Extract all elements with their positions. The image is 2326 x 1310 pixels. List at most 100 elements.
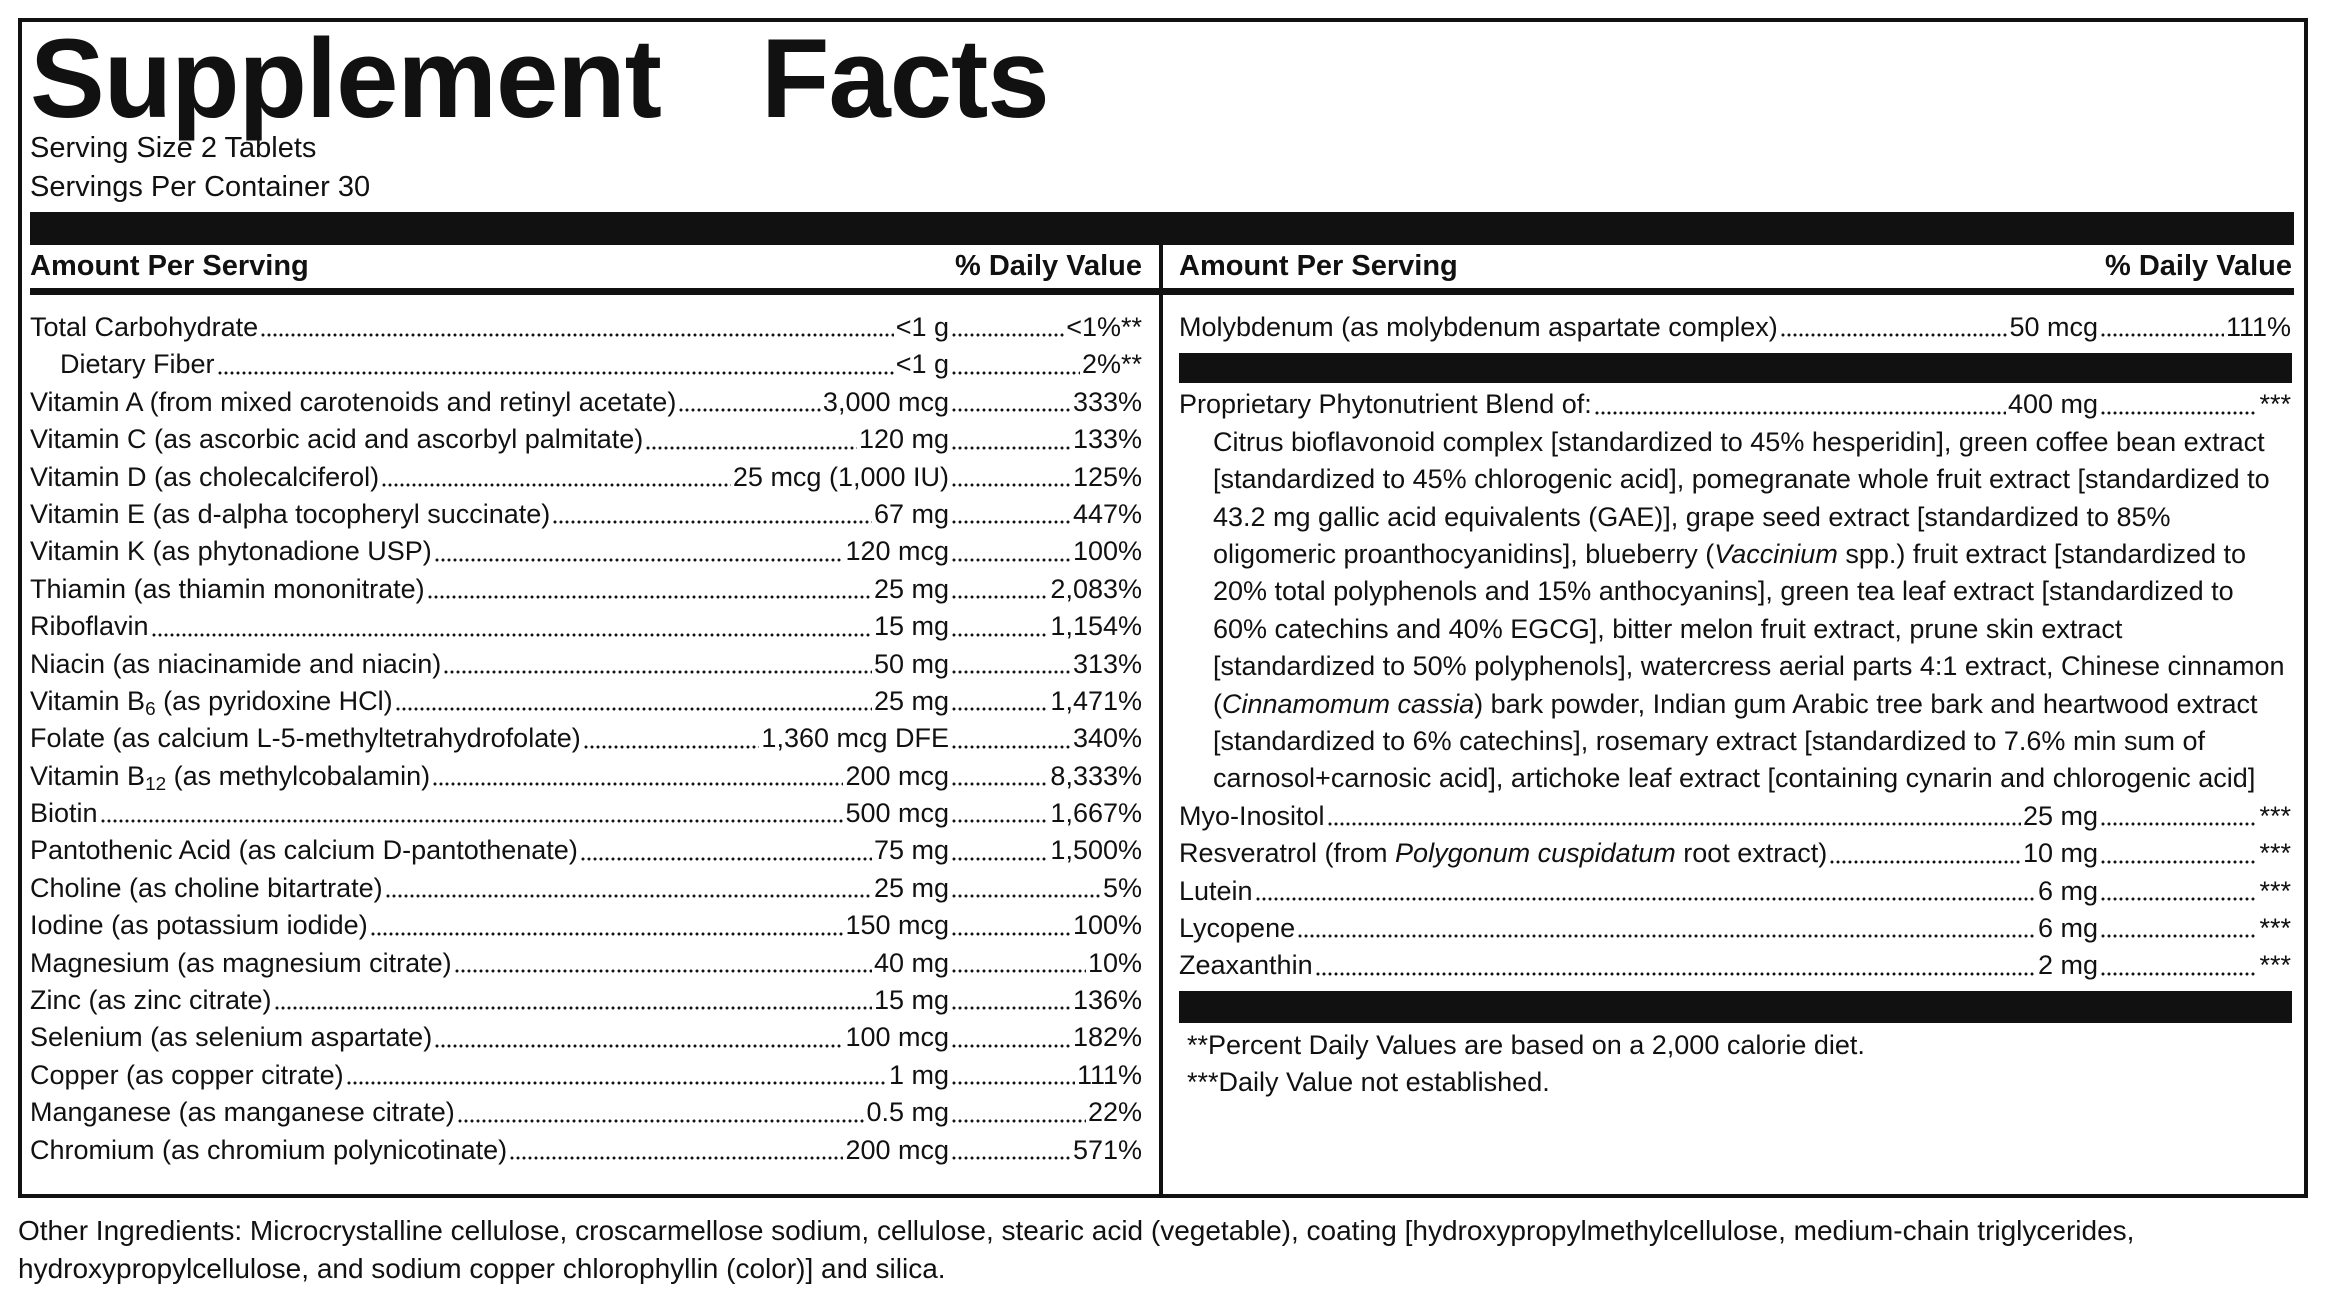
daily-value: 1,471% — [1050, 685, 1142, 716]
text-segment: Vitamin D (as cholecalciferol) — [30, 461, 380, 492]
nutrient-name: Proprietary Phytonutrient Blend of: — [1179, 386, 1592, 423]
nutrient-row: Proprietary Phytonutrient Blend of: 400 m… — [1179, 386, 2292, 423]
dot-leader — [951, 894, 1101, 899]
nutrient-row: Lutein 6 mg *** — [1179, 873, 2292, 910]
amount: 50 mg — [873, 648, 949, 679]
daily-value: 2%** — [1081, 349, 1142, 380]
text-segment: Citrus bioflavonoid complex [standardize… — [1213, 426, 2270, 569]
column-header: Amount Per Serving % Daily Value — [1179, 246, 2292, 286]
dot-leader — [951, 482, 1071, 487]
amount: 200 mcg — [845, 760, 949, 791]
nutrient-name: Folate (as calcium L-5-methyltetrahydrof… — [30, 720, 581, 757]
text-segment: Magnesium (as magnesium citrate) — [30, 947, 452, 978]
dot-leader — [345, 1081, 887, 1086]
text-segment: Choline (as choline bitartrate) — [30, 872, 383, 903]
nutrient-row: Vitamin C (as ascorbic acid and ascorbyl… — [30, 421, 1142, 458]
text-segment: Vitamin B — [30, 760, 146, 791]
dv-part: 125% — [949, 459, 1142, 496]
nutrient-row: Manganese (as manganese citrate) 0.5 mg 22… — [30, 1094, 1142, 1131]
dv-part: *** — [2098, 873, 2291, 910]
text-segment: Biotin — [30, 798, 98, 829]
amount-part: Lycopene 6 mg — [1179, 910, 2098, 947]
dot-leader — [579, 856, 872, 861]
amount-part: Thiamin (as thiamin mononitrate) 25 mg — [30, 571, 949, 608]
amount: 500 mcg — [845, 798, 949, 829]
daily-value: 340% — [1072, 723, 1142, 754]
text-segment: Lutein — [1179, 875, 1253, 906]
dv-part: 100% — [949, 533, 1142, 570]
amount-part: Molybdenum (as molybdenum aspartate comp… — [1179, 309, 2098, 346]
amount-part: Zinc (as zinc citrate) 15 mg — [30, 982, 949, 1019]
dot-leader — [951, 632, 1049, 637]
dot-leader — [645, 445, 857, 450]
nutrient-name: Niacin (as niacinamide and niacin) — [30, 646, 441, 683]
dot-leader — [552, 520, 872, 525]
amount: <1 g — [895, 349, 949, 380]
dot-leader — [384, 894, 872, 899]
dv-part: 111% — [949, 1057, 1142, 1094]
amount-part: Chromium (as chromium polynicotinate) 200… — [30, 1132, 949, 1169]
nutrient-row: Chromium (as chromium polynicotinate) 200… — [30, 1132, 1142, 1169]
dot-leader — [951, 707, 1049, 712]
daily-value: 100% — [1072, 910, 1142, 941]
dot-leader — [2100, 859, 2258, 864]
nutrient-name: Pantothenic Acid (as calcium D-pantothen… — [30, 832, 578, 869]
nutrient-name: Molybdenum (as molybdenum aspartate comp… — [1179, 309, 1778, 346]
text-segment: 6 — [145, 698, 156, 720]
dot-leader — [951, 1155, 1071, 1160]
amount-part: Vitamin C (as ascorbic acid and ascorbyl… — [30, 421, 949, 458]
daily-value: 125% — [1072, 461, 1142, 492]
amount: 200 mcg — [845, 1134, 949, 1165]
text-segment: Copper (as copper citrate) — [30, 1059, 344, 1090]
daily-value: 10% — [1087, 947, 1142, 978]
dot-leader — [260, 333, 894, 338]
dv-part: 8,333% — [949, 758, 1142, 795]
dv-part: 136% — [949, 982, 1142, 1019]
nutrient-row: Molybdenum (as molybdenum aspartate comp… — [1179, 309, 2292, 346]
amount-part: Folate (as calcium L-5-methyltetrahydrof… — [30, 720, 949, 757]
dot-leader — [951, 557, 1071, 562]
amount-label: Amount Per Serving — [1179, 250, 1458, 282]
dv-part: 571% — [949, 1132, 1142, 1169]
dot-leader — [2100, 971, 2258, 976]
right-column: Molybdenum (as molybdenum aspartate comp… — [1179, 309, 2292, 1102]
daily-value: *** — [2259, 800, 2291, 831]
amount-part: Manganese (as manganese citrate) 0.5 mg — [30, 1094, 949, 1131]
dot-leader — [951, 595, 1049, 600]
dv-label: % Daily Value — [955, 250, 1142, 282]
serving-size: Serving Size 2 Tablets — [30, 132, 317, 164]
amount-part: Vitamin D (as cholecalciferol) 25 mcg (1,… — [30, 459, 949, 496]
dot-leader — [951, 669, 1071, 674]
amount-part: Iodine (as potassium iodide) 150 mcg — [30, 907, 949, 944]
amount-part: Niacin (as niacinamide and niacin) 50 mg — [30, 646, 949, 683]
amount-part: Vitamin A (from mixed carotenoids and re… — [30, 384, 949, 421]
daily-value: 8,333% — [1050, 760, 1142, 791]
black-bar — [1179, 990, 2292, 1023]
amount: 6 mg — [2037, 913, 2098, 944]
dot-leader — [1779, 333, 2008, 338]
nutrient-row: Choline (as choline bitartrate) 25 mg 5% — [30, 870, 1142, 907]
column-header: Amount Per Serving % Daily Value — [30, 246, 1142, 286]
dot-leader — [951, 931, 1071, 936]
amount-part: Biotin 500 mcg — [30, 795, 949, 832]
dot-leader — [2100, 333, 2224, 338]
dot-leader — [1326, 822, 2021, 827]
nutrient-name: Resveratrol (from Polygonum cuspidatum r… — [1179, 835, 1827, 872]
amount: 67 mg — [873, 498, 949, 529]
daily-value: 333% — [1072, 386, 1142, 417]
dv-part: 2,083% — [949, 571, 1142, 608]
amount-part: Zeaxanthin 2 mg — [1179, 947, 2098, 984]
dot-leader — [2100, 934, 2258, 939]
dot-leader — [951, 408, 1071, 413]
nutrient-name: Biotin — [30, 795, 98, 832]
text-segment: Pantothenic Acid (as calcium D-pantothen… — [30, 835, 578, 866]
nutrient-row: Resveratrol (from Polygonum cuspidatum r… — [1179, 835, 2292, 872]
text-segment: Selenium (as selenium aspartate) — [30, 1022, 433, 1053]
dv-part: 111% — [2098, 309, 2291, 346]
nutrient-row: Vitamin E (as d-alpha tocopheryl succina… — [30, 496, 1142, 533]
amount-part: Copper (as copper citrate) 1 mg — [30, 1057, 949, 1094]
nutrient-name: Riboflavin — [30, 608, 149, 645]
amount: 2 mg — [2037, 950, 2098, 981]
nutrient-name: Total Carbohydrate — [30, 309, 258, 346]
